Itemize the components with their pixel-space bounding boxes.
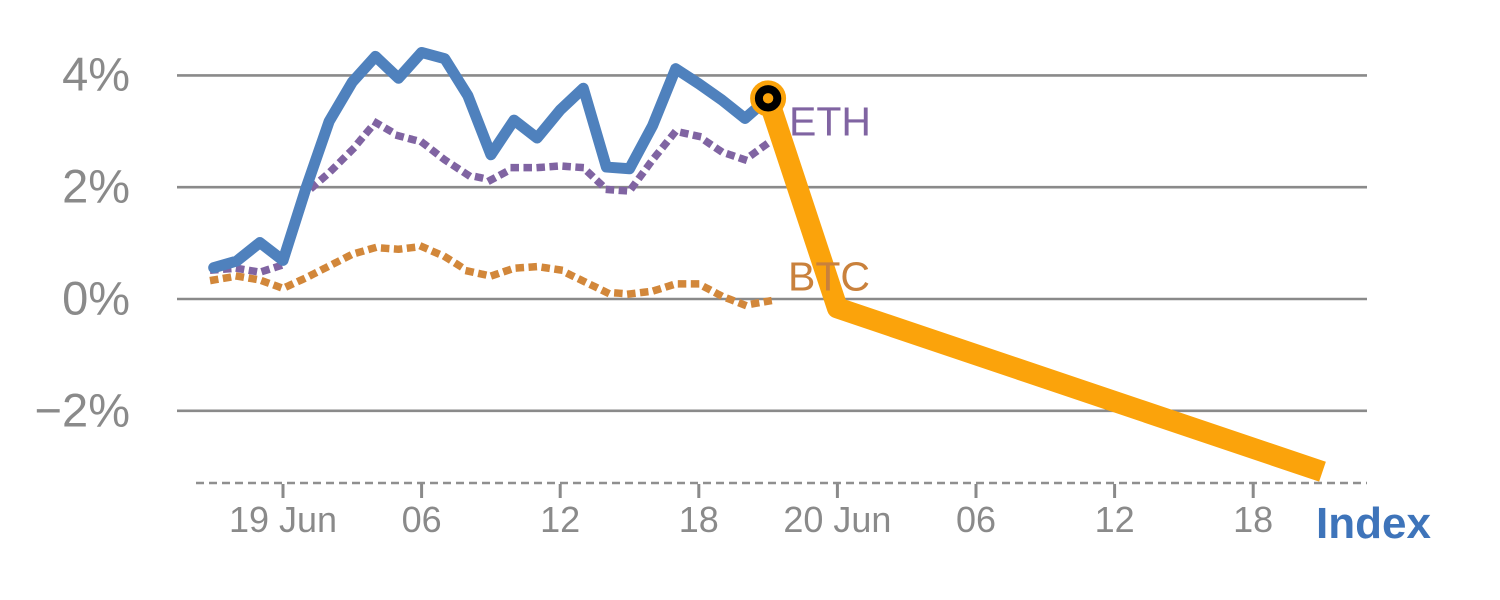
y-tick-label: 0% — [62, 271, 130, 325]
x-tick-label: 19 Jun — [228, 499, 338, 540]
series-index-projection-line — [758, 95, 1326, 482]
x-tick-label: 12 — [1094, 499, 1135, 540]
series-btc-line — [209, 242, 773, 309]
series-index-line — [208, 46, 774, 274]
x-tick-label: 06 — [955, 499, 997, 540]
transition-marker-ring — [754, 85, 782, 112]
x-tick-label: 18 — [1233, 499, 1274, 540]
y-tick-label: −2% — [34, 383, 130, 437]
eth-series-label: ETH — [789, 98, 871, 145]
x-tick-label: 06 — [401, 499, 442, 540]
btc-series-label: BTC — [788, 253, 870, 300]
x-tick-label: 18 — [678, 499, 719, 540]
y-tick-label: 4% — [62, 47, 130, 101]
x-tick-label: 12 — [540, 499, 581, 540]
y-tick-label: 2% — [62, 159, 130, 213]
x-tick-label: 20 Jun — [783, 499, 892, 540]
index-series-label: Index — [1316, 499, 1431, 548]
